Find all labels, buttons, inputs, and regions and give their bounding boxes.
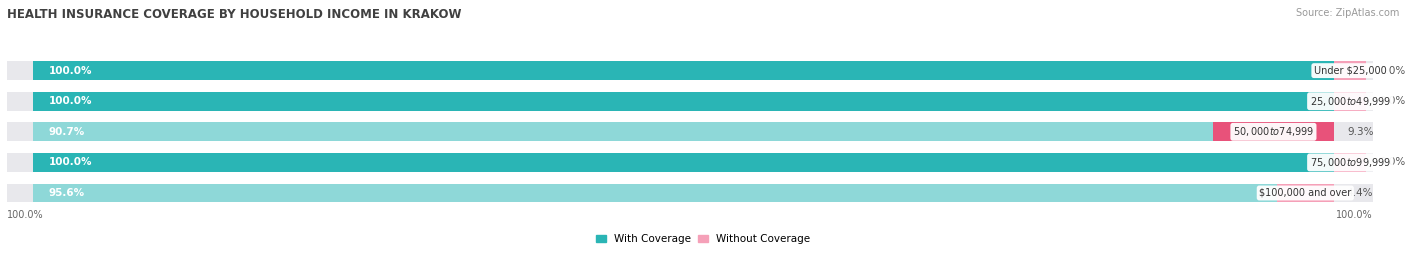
Bar [7,183,1372,203]
Text: $100,000 and over: $100,000 and over [1260,188,1351,198]
Bar [7,122,1372,141]
Bar [1334,61,1367,80]
Text: 95.6%: 95.6% [49,188,84,198]
Bar [34,61,1334,80]
Text: 100.0%: 100.0% [49,96,93,106]
Bar [1213,122,1334,141]
Bar [34,92,1334,111]
Bar [34,183,1277,203]
Bar [1334,92,1367,111]
Text: 9.3%: 9.3% [1347,127,1374,137]
Text: 0.0%: 0.0% [1379,96,1406,106]
Text: 90.7%: 90.7% [49,127,84,137]
Text: Source: ZipAtlas.com: Source: ZipAtlas.com [1295,8,1399,18]
Text: $25,000 to $49,999: $25,000 to $49,999 [1309,95,1391,108]
Legend: With Coverage, Without Coverage: With Coverage, Without Coverage [592,230,814,248]
Bar [7,61,1372,80]
Text: $50,000 to $74,999: $50,000 to $74,999 [1233,125,1315,138]
Bar [7,92,1372,111]
Text: 100.0%: 100.0% [7,210,44,220]
Text: HEALTH INSURANCE COVERAGE BY HOUSEHOLD INCOME IN KRAKOW: HEALTH INSURANCE COVERAGE BY HOUSEHOLD I… [7,8,461,21]
Text: 0.0%: 0.0% [1379,66,1406,76]
Text: 100.0%: 100.0% [49,66,93,76]
Bar [1277,183,1334,203]
Text: Under $25,000: Under $25,000 [1313,66,1386,76]
Bar [34,122,1213,141]
Bar [34,153,1334,172]
Text: 100.0%: 100.0% [1336,210,1372,220]
Text: 4.4%: 4.4% [1347,188,1374,198]
Text: 100.0%: 100.0% [49,157,93,167]
Bar [1334,153,1367,172]
Text: $75,000 to $99,999: $75,000 to $99,999 [1309,156,1391,169]
Bar [7,153,1372,172]
Text: 0.0%: 0.0% [1379,157,1406,167]
